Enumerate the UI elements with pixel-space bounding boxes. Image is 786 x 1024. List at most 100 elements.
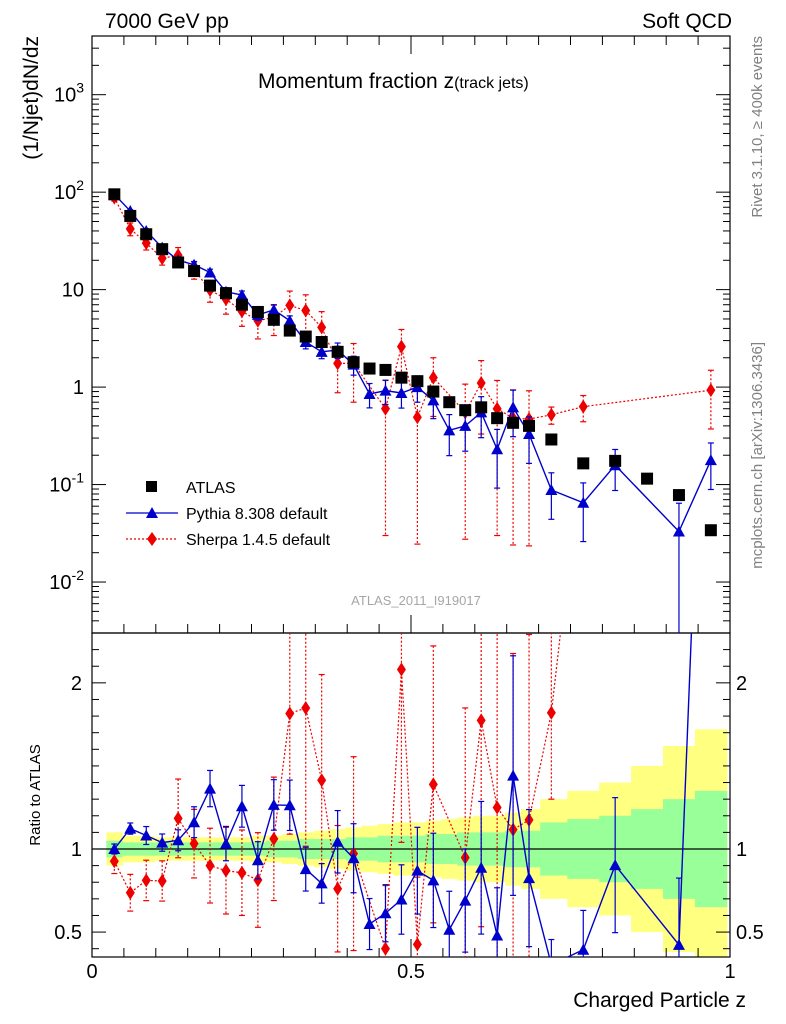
sherpa-ratio-point <box>141 873 151 888</box>
sherpa-ratio-point <box>253 872 263 887</box>
chart-title-main: Momentum fraction z <box>258 70 454 93</box>
sherpa-point <box>396 339 406 354</box>
pythia-ratio-point <box>172 834 185 846</box>
sherpa-point <box>380 401 390 416</box>
pythia-ratio-point <box>545 959 557 970</box>
legend-marker-atlas <box>146 481 157 492</box>
sherpa-ratio-point <box>269 831 279 846</box>
sherpa-point <box>706 383 716 398</box>
atlas-point <box>672 489 685 502</box>
side-label-rivet: Rivet 3.1.10, ≥ 400k events <box>749 36 766 218</box>
atlas-point <box>140 228 153 241</box>
ratio-tick-label-left: 1 <box>71 839 82 861</box>
sherpa-point <box>333 356 343 371</box>
atlas-point <box>545 433 558 446</box>
header-left: 7000 GeV pp <box>105 10 229 33</box>
pythia-ratio-point <box>491 929 504 941</box>
atlas-point <box>267 313 280 326</box>
y-tick-label-base: 10 <box>49 572 71 594</box>
pythia-ratio-point <box>395 893 408 905</box>
pythia-ratio-point <box>267 798 280 810</box>
pythia-ratio-point <box>347 852 360 864</box>
sherpa-ratio-line-tail <box>550 633 562 713</box>
pythia-ratio-point <box>523 872 536 884</box>
ratio-y-axis-label: Ratio to ATLAS <box>27 744 44 845</box>
pythia-ratio-point <box>251 854 264 866</box>
pythia-point <box>443 424 456 436</box>
sherpa-point <box>546 407 556 422</box>
atlas-point <box>204 279 217 292</box>
ratio-tick-label-left: 2 <box>71 673 82 695</box>
pythia-ratio-point <box>315 877 328 889</box>
pythia-ratio-point <box>427 874 440 886</box>
sherpa-ratio-point <box>205 858 215 873</box>
sherpa-ratio-point <box>317 773 327 788</box>
pythia-ratio-point <box>475 861 488 873</box>
x-tick-label: 1 <box>724 961 735 983</box>
atlas-point <box>156 243 169 256</box>
pythia-ratio-point <box>204 782 217 794</box>
atlas-point <box>172 256 185 269</box>
y-tick-label: 1 <box>73 377 84 399</box>
pythia-ratio-point <box>609 859 622 871</box>
ratio-panel <box>91 632 731 958</box>
pythia-ratio-point <box>443 923 456 935</box>
pythia-ratio-point <box>140 829 153 841</box>
atlas-point <box>577 457 590 470</box>
atlas-point <box>188 265 201 278</box>
pythia-ratio-point <box>188 816 201 828</box>
legend-marker-pythia <box>146 507 158 518</box>
atlas-point <box>411 375 424 388</box>
atlas-point <box>108 188 121 201</box>
sherpa-ratio-point <box>492 800 502 815</box>
atlas-point <box>331 345 344 358</box>
sherpa-ratio-point <box>285 706 295 721</box>
sherpa-ratio-point <box>396 662 406 677</box>
legend-label-pythia: Pythia 8.308 default <box>186 506 328 523</box>
pythia-point <box>672 525 685 537</box>
sherpa-point <box>317 320 327 335</box>
legend: ATLAS Pythia 8.308 default Sherpa 1.4.5 … <box>126 480 331 549</box>
sherpa-point <box>428 370 438 385</box>
y-tick-label-exp: 3 <box>76 80 84 96</box>
ratio-tick-label-right: 1 <box>736 839 747 861</box>
atlas-point <box>427 385 440 398</box>
sherpa-tail-line <box>528 389 711 420</box>
pythia-ratio-point <box>108 843 121 854</box>
sherpa-ratio-point <box>333 881 343 896</box>
pythia-ratio-point <box>124 822 137 834</box>
main-data <box>108 188 717 633</box>
pythia-point <box>315 345 328 357</box>
y-tick-label: 103 <box>54 80 84 107</box>
pythia-point <box>283 314 296 326</box>
atlas-point <box>459 404 472 417</box>
x-tick-label: 0 <box>86 961 97 983</box>
ratio-data <box>108 139 717 970</box>
pythia-ratio-point <box>507 769 520 781</box>
pythia-point <box>491 443 504 455</box>
pythia-point <box>204 266 217 278</box>
pythia-point <box>459 419 472 431</box>
atlas-point <box>609 454 622 467</box>
sherpa-point <box>476 376 486 391</box>
x-axis-label: Charged Particle z <box>573 989 746 1012</box>
sherpa-ratio-point <box>412 937 422 952</box>
pythia-point <box>523 428 536 440</box>
pythia-point <box>704 454 717 466</box>
pythia-ratio-point <box>705 139 717 150</box>
pythia-ratio-point <box>379 907 392 919</box>
legend-label-atlas: ATLAS <box>186 480 236 497</box>
pythia-ratio-point <box>235 800 248 812</box>
atlas-point <box>641 472 654 485</box>
ratio-tick-label-right: 2 <box>736 673 747 695</box>
pythia-ratio-point <box>363 918 376 930</box>
atlas-point <box>235 298 248 311</box>
atlas-point <box>315 336 328 349</box>
pythia-point <box>427 394 440 406</box>
pythia-point <box>235 289 248 301</box>
sherpa-ratio-point <box>301 701 311 716</box>
pythia-point <box>363 387 376 399</box>
sherpa-ratio-point <box>157 873 167 888</box>
y-tick-label: 10 <box>62 280 84 302</box>
